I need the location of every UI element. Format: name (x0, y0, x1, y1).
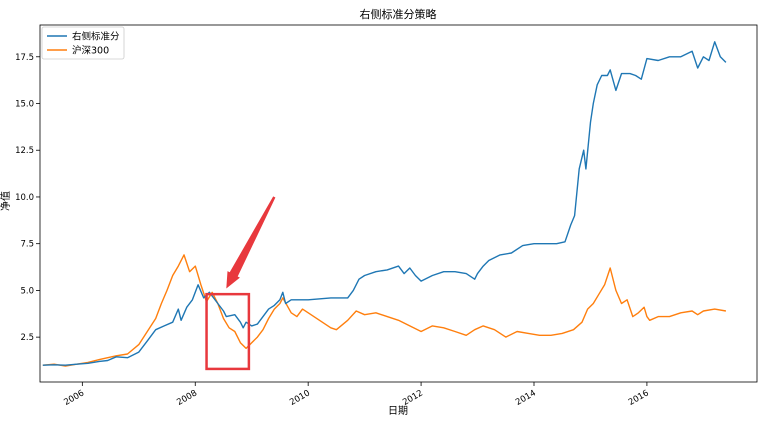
legend-frame (41, 26, 125, 60)
annotation-arrow (226, 196, 276, 289)
plot-area (39, 24, 758, 383)
y-tick-label: 15.0 (15, 100, 34, 110)
y-tick-label: 2.5 (20, 333, 34, 343)
series-layer (42, 41, 727, 367)
y-tick-label: 12.5 (15, 146, 34, 156)
legend: 右侧标准分 沪深300 (41, 26, 125, 60)
plot-frame (39, 24, 758, 383)
legend-label-hs300: 沪深300 (72, 45, 109, 57)
legend-label-strategy: 右侧标准分 (72, 31, 120, 43)
highlight-box (205, 292, 251, 371)
y-tick-label: 7.5 (20, 240, 34, 250)
series-line-hs300 (42, 254, 727, 367)
y-tick-label: 17.5 (15, 53, 34, 63)
series-line-strategy (42, 41, 727, 366)
x-axis-label: 日期 (388, 405, 408, 417)
y-axis: 2.5 5.0 7.5 10.0 12.5 15.0 17.5 (15, 53, 40, 343)
y-tick-label: 10.0 (15, 193, 34, 203)
chart-title: 右侧标准分策略 (360, 7, 437, 21)
annotation-layer (205, 196, 276, 371)
y-tick-label: 5.0 (20, 286, 34, 296)
y-axis-label: 净值 (0, 191, 12, 211)
